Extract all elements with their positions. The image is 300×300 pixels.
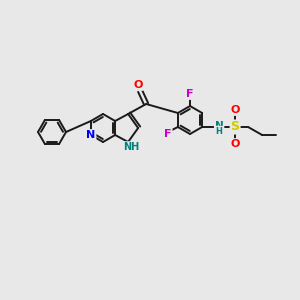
Text: S: S bbox=[231, 121, 240, 134]
Text: F: F bbox=[186, 89, 194, 99]
Text: O: O bbox=[230, 105, 240, 115]
Text: H: H bbox=[216, 127, 223, 136]
Text: F: F bbox=[164, 129, 172, 139]
Text: N: N bbox=[215, 121, 224, 131]
Text: NH: NH bbox=[123, 142, 139, 152]
Text: O: O bbox=[134, 80, 143, 90]
Text: N: N bbox=[86, 130, 95, 140]
Text: O: O bbox=[230, 139, 240, 149]
